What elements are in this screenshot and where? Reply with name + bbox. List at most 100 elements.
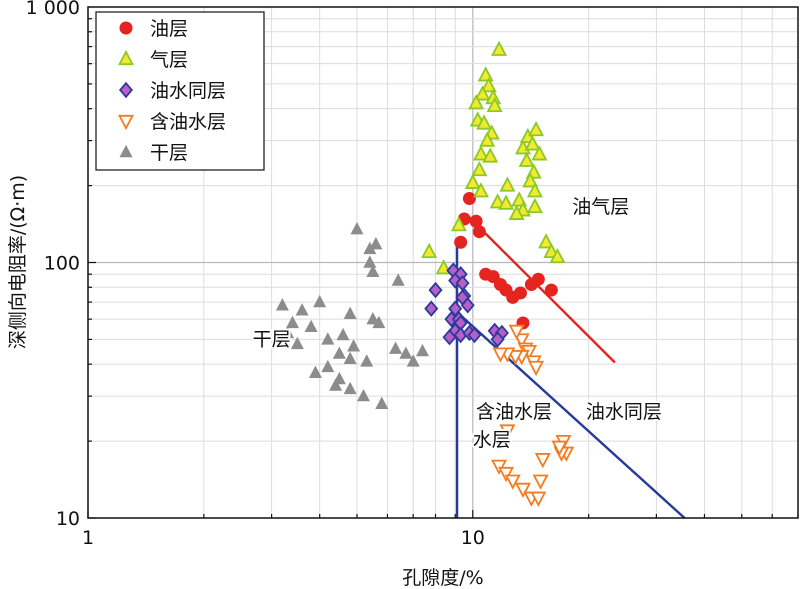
data-point bbox=[464, 173, 481, 189]
data-point bbox=[336, 327, 350, 341]
data-point bbox=[498, 194, 515, 210]
data-point bbox=[522, 172, 539, 188]
data-point bbox=[375, 396, 389, 409]
data-point bbox=[472, 182, 489, 198]
legend-label: 油水同层 bbox=[150, 80, 226, 102]
data-point bbox=[448, 272, 463, 289]
data-points bbox=[275, 40, 575, 507]
data-point bbox=[528, 360, 545, 377]
data-point bbox=[321, 359, 335, 373]
data-point bbox=[366, 264, 380, 277]
data-point bbox=[286, 315, 300, 329]
data-point bbox=[504, 474, 521, 490]
data-point bbox=[498, 466, 515, 483]
data-point bbox=[531, 145, 548, 161]
data-point bbox=[469, 214, 483, 228]
fit-line bbox=[468, 216, 616, 364]
data-point bbox=[460, 297, 475, 314]
data-point bbox=[508, 204, 525, 220]
data-point bbox=[343, 351, 357, 364]
data-point bbox=[480, 77, 497, 93]
data-point bbox=[304, 319, 318, 333]
data-point bbox=[486, 96, 503, 113]
y-tick-label: 100 bbox=[44, 253, 80, 275]
legend-label: 油层 bbox=[150, 18, 188, 40]
data-point bbox=[499, 176, 516, 192]
data-point bbox=[343, 306, 357, 319]
data-point bbox=[471, 160, 488, 177]
x-axis-label: 孔隙度/% bbox=[402, 567, 483, 589]
data-point bbox=[372, 315, 386, 329]
data-point bbox=[507, 350, 524, 366]
data-point bbox=[462, 192, 476, 206]
data-point bbox=[118, 49, 134, 66]
data-point bbox=[544, 283, 558, 297]
data-point bbox=[531, 272, 545, 286]
region-label: 水层 bbox=[473, 429, 511, 451]
data-point bbox=[118, 81, 134, 99]
data-point bbox=[118, 114, 134, 131]
data-point bbox=[526, 182, 543, 198]
data-point bbox=[549, 248, 566, 264]
x-tick-label: 10 bbox=[461, 527, 485, 549]
y-axis-label: 深侧向电阻率/(Ω·m) bbox=[7, 175, 29, 349]
data-point bbox=[275, 298, 289, 311]
y-tick-label: 10 bbox=[56, 508, 80, 530]
data-point bbox=[490, 331, 505, 348]
data-point bbox=[343, 381, 357, 395]
legend-label: 气层 bbox=[150, 49, 188, 71]
data-point bbox=[513, 286, 527, 300]
region-label: 干层 bbox=[253, 328, 291, 350]
data-point bbox=[421, 242, 438, 259]
data-point bbox=[524, 135, 541, 151]
data-point bbox=[391, 273, 405, 286]
data-point bbox=[474, 85, 491, 101]
data-point bbox=[514, 482, 531, 498]
data-point bbox=[513, 333, 530, 349]
data-point bbox=[399, 346, 413, 359]
data-point bbox=[347, 339, 361, 352]
region-label: 油水同层 bbox=[586, 401, 662, 423]
data-point bbox=[360, 354, 374, 367]
data-point bbox=[551, 440, 568, 456]
data-point bbox=[518, 151, 535, 167]
data-point bbox=[526, 197, 543, 214]
data-point bbox=[472, 225, 486, 239]
data-point bbox=[442, 329, 457, 346]
data-point bbox=[454, 235, 468, 249]
data-point bbox=[363, 241, 377, 255]
data-point bbox=[424, 300, 439, 317]
data-point bbox=[491, 40, 508, 56]
data-point bbox=[491, 459, 508, 475]
data-point bbox=[308, 365, 322, 379]
legend-label: 含油水层 bbox=[150, 111, 226, 133]
data-point bbox=[389, 341, 403, 354]
data-point bbox=[528, 120, 545, 137]
data-point bbox=[119, 144, 133, 158]
data-point bbox=[532, 474, 549, 490]
data-point bbox=[321, 332, 335, 345]
data-point bbox=[290, 336, 304, 350]
data-point bbox=[467, 326, 482, 344]
data-point bbox=[415, 343, 429, 357]
data-point bbox=[538, 233, 555, 249]
data-point bbox=[450, 216, 467, 232]
data-point bbox=[530, 491, 547, 507]
region-label: 油气层 bbox=[572, 196, 629, 218]
data-point bbox=[482, 147, 499, 163]
data-point bbox=[492, 347, 509, 363]
data-point bbox=[350, 222, 364, 235]
data-point bbox=[472, 145, 489, 161]
data-point bbox=[499, 424, 516, 440]
data-point bbox=[332, 346, 346, 359]
data-point bbox=[363, 255, 377, 268]
data-point bbox=[119, 21, 133, 35]
x-tick-label: 1 bbox=[82, 527, 94, 549]
data-point bbox=[369, 236, 383, 250]
region-label: 含油水层 bbox=[476, 401, 552, 423]
data-point bbox=[295, 303, 309, 316]
